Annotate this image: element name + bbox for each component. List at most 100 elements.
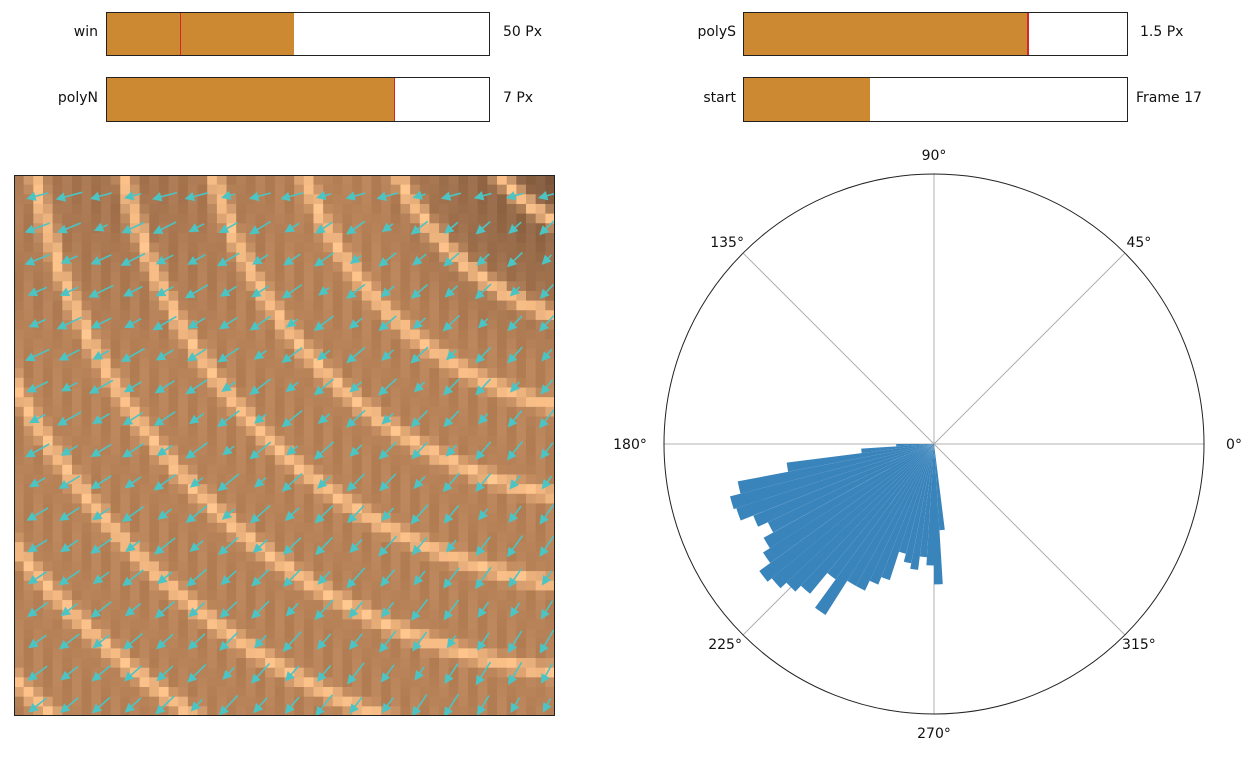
heatmap-cell xyxy=(81,368,92,379)
heatmap-cell xyxy=(149,377,160,389)
heatmap-cell xyxy=(506,648,517,659)
heatmap-cell xyxy=(342,687,353,698)
heatmap-cell xyxy=(352,474,363,485)
heatmap-cell xyxy=(100,339,112,350)
heatmap-cell xyxy=(323,358,334,369)
heatmap-cell xyxy=(332,522,344,534)
heatmap-cell xyxy=(448,571,459,582)
heatmap-cell xyxy=(342,522,353,534)
heatmap-cell xyxy=(477,310,488,321)
heatmap-cell xyxy=(255,368,266,379)
heatmap-cell xyxy=(197,281,208,292)
heatmap-cell xyxy=(207,271,218,282)
heatmap-cell xyxy=(91,397,102,408)
heatmap-cell xyxy=(526,281,537,292)
heatmap-cell xyxy=(448,648,459,659)
heatmap-cell xyxy=(129,590,141,601)
slider-handle[interactable] xyxy=(179,13,182,55)
heatmap-cell xyxy=(158,281,170,292)
heatmap-cell xyxy=(62,329,73,340)
heatmap-cell xyxy=(168,416,179,427)
quiver-arrow xyxy=(381,349,395,361)
heatmap-cell xyxy=(52,503,63,514)
heatmap-cell xyxy=(187,175,199,186)
quiver-arrow xyxy=(27,665,48,681)
heatmap-cell xyxy=(81,522,92,534)
heatmap-cell xyxy=(284,435,295,447)
heatmap-cell xyxy=(535,522,546,534)
heatmap-cell xyxy=(158,232,170,244)
heatmap-cell xyxy=(23,464,34,476)
heatmap-cell xyxy=(313,551,324,563)
heatmap-cell xyxy=(71,339,83,350)
slider-handle[interactable] xyxy=(393,78,395,121)
heatmap-cell xyxy=(352,551,363,563)
slider-track[interactable] xyxy=(106,77,490,122)
heatmap-cell xyxy=(265,368,276,379)
heatmap-cell xyxy=(71,397,83,408)
heatmap-cell xyxy=(245,213,257,224)
heatmap-cell xyxy=(52,290,63,302)
heatmap-cell xyxy=(526,464,537,476)
heatmap-cell xyxy=(303,455,315,466)
slider-track[interactable] xyxy=(106,12,490,56)
heatmap-cell xyxy=(400,223,411,234)
heatmap-cell xyxy=(294,184,305,195)
polar-angle-ticks: 0°45°90°135°180°225°270°315° xyxy=(613,148,1242,742)
heatmap-cell xyxy=(390,281,402,292)
heatmap-cell xyxy=(497,377,508,389)
slider-track[interactable] xyxy=(743,77,1128,122)
heatmap-cell xyxy=(458,513,469,524)
heatmap-cell xyxy=(352,184,363,195)
heatmap-cell xyxy=(535,368,546,379)
heatmap-cell xyxy=(477,426,488,437)
heatmap-cell xyxy=(255,271,266,282)
heatmap-cell xyxy=(458,677,469,688)
heatmap-cell xyxy=(497,281,508,292)
heatmap-cell xyxy=(303,232,315,244)
heatmap-cell xyxy=(526,638,537,649)
heatmap-cell xyxy=(516,484,527,495)
heatmap-cell xyxy=(255,387,266,398)
heatmap-cell xyxy=(323,493,334,505)
heatmap-cell xyxy=(23,551,34,563)
heatmap-cell xyxy=(294,551,305,563)
heatmap-cell xyxy=(158,706,170,716)
quiver-arrow xyxy=(510,381,521,393)
heatmap-cell xyxy=(178,667,189,678)
quiver-arrow xyxy=(507,346,523,364)
heatmap-cell xyxy=(487,522,498,534)
heatmap-cell xyxy=(458,629,469,640)
heatmap-cell xyxy=(81,561,92,572)
heatmap-cell xyxy=(81,571,92,582)
heatmap-cell xyxy=(81,175,92,186)
slider-label: win xyxy=(73,24,98,40)
heatmap-cell xyxy=(14,522,25,534)
heatmap-cell xyxy=(400,493,411,505)
heatmap-cell xyxy=(226,687,237,698)
heatmap-cell xyxy=(91,358,102,369)
slider-value: 7 Px xyxy=(503,90,534,106)
heatmap-cell xyxy=(226,194,237,205)
heatmap-cell xyxy=(526,677,537,688)
heatmap-cell xyxy=(245,435,257,447)
heatmap-cell xyxy=(81,426,92,437)
heatmap-cell xyxy=(207,406,218,418)
slider-track[interactable] xyxy=(743,12,1128,56)
heatmap-cell xyxy=(526,290,537,302)
heatmap-cell xyxy=(42,513,54,524)
heatmap-cell xyxy=(284,658,295,669)
heatmap-cell xyxy=(178,319,189,331)
quiver-arrow xyxy=(349,444,363,457)
heatmap-cell xyxy=(110,310,121,321)
heatmap-cell xyxy=(14,281,25,292)
heatmap-cell xyxy=(158,358,170,369)
slider-handle[interactable] xyxy=(1027,13,1029,55)
heatmap-cell xyxy=(419,387,431,398)
heatmap-cell xyxy=(226,609,237,620)
quiver-arrow xyxy=(442,315,461,332)
heatmap-cell xyxy=(71,416,83,427)
heatmap-cell xyxy=(81,609,92,620)
heatmap-cell xyxy=(371,232,382,244)
heatmap-cell xyxy=(265,213,276,224)
